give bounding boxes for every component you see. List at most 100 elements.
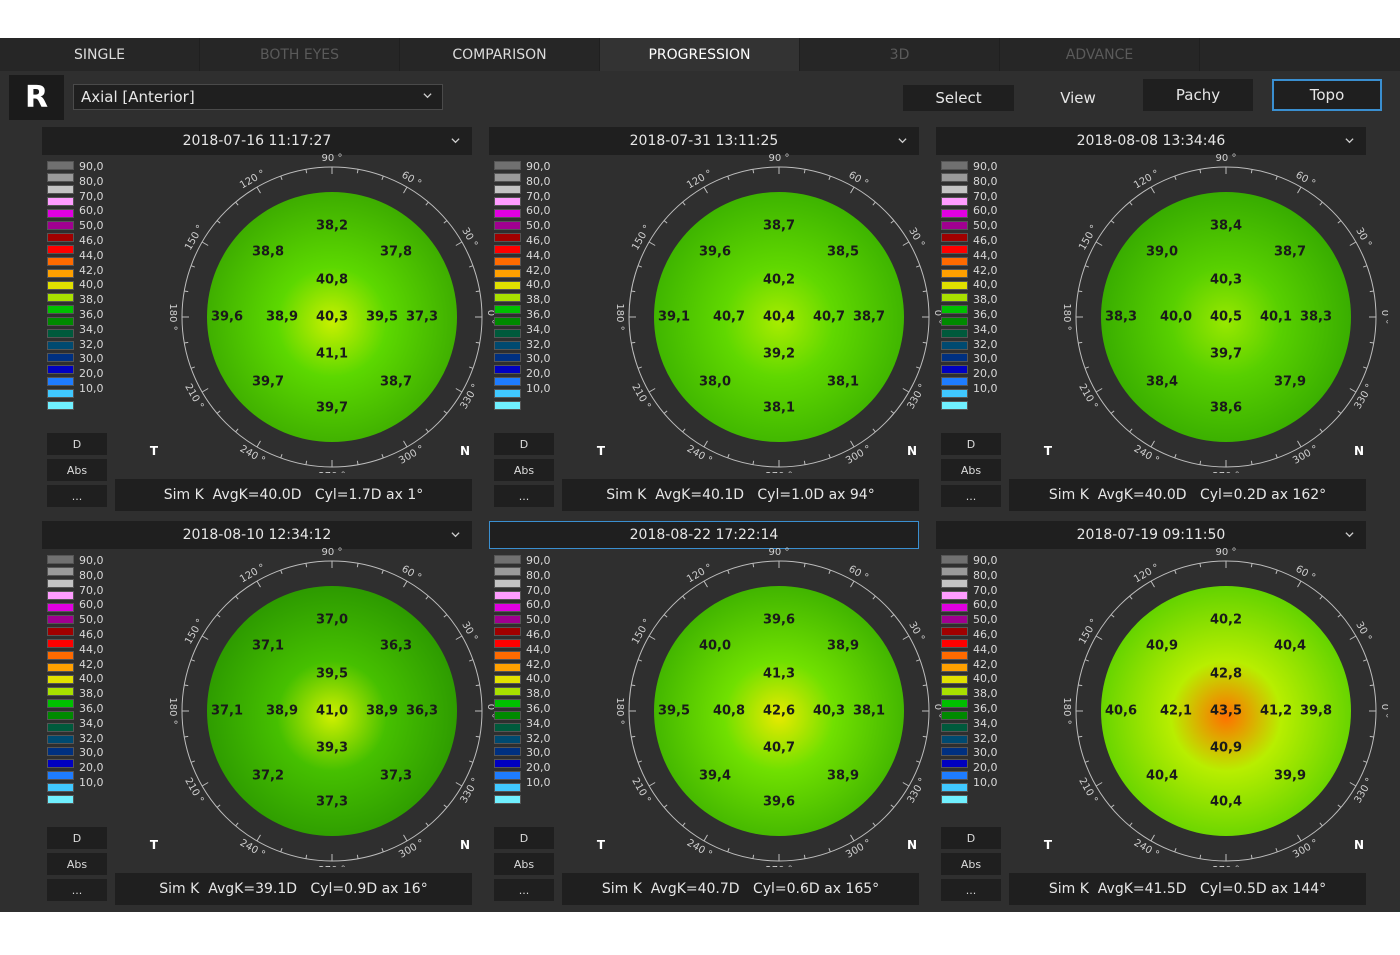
scale-label: 44,0 [79, 248, 104, 262]
scale-swatch [47, 317, 74, 326]
map-panel: 2018-08-22 17:22:14 90,0 80,0 70,0 60,0 50,0 4… [489, 521, 941, 907]
axis-degree-label: 90 ° [1216, 547, 1237, 558]
axis-degree-label: 240 ° [238, 838, 267, 861]
d-button[interactable]: D [494, 433, 554, 455]
exam-date-dropdown[interactable]: 2018-08-08 13:34:46 [936, 127, 1366, 155]
d-button[interactable]: D [47, 433, 107, 455]
exam-date: 2018-08-22 17:22:14 [629, 527, 779, 543]
d-button[interactable]: D [941, 433, 1001, 455]
curvature-value: 39,6 [763, 613, 795, 628]
exam-date-dropdown[interactable]: 2018-07-19 09:11:50 [936, 521, 1366, 549]
scale-label: 80,0 [526, 568, 551, 582]
tab-comparison[interactable]: COMPARISON [400, 38, 600, 71]
eye-indicator: R [9, 75, 64, 120]
scale-swatch [47, 209, 74, 218]
abs-button[interactable]: Abs [47, 459, 107, 481]
scale-label: 34,0 [973, 322, 998, 336]
more-button[interactable]: ... [941, 879, 1001, 901]
corneal-map: 90 ° 60 ° 30 ° 0 ° 330 ° 300 ° 270 ° 240 ° 210 °… [150, 153, 494, 473]
curvature-value: 40,6 [1105, 704, 1137, 719]
scale-label: 34,0 [526, 322, 551, 336]
curvature-value: 38,1 [853, 704, 885, 719]
axis-degree-label: 210 ° [182, 382, 205, 411]
abs-button[interactable]: Abs [494, 853, 554, 875]
more-button[interactable]: ... [47, 485, 107, 507]
scale-label: 44,0 [79, 642, 104, 656]
scale-label: 46,0 [973, 234, 998, 247]
color-scale: 90,0 80,0 70,0 60,0 50,0 46,0 44,0 42,0 40,0 38,0… [941, 161, 1031, 421]
select-button[interactable]: Select [903, 85, 1014, 111]
curvature-map-disc [654, 586, 904, 836]
topography-app: SINGLE BOTH EYES COMPARISON PROGRESSION … [0, 38, 1400, 912]
curvature-value: 37,1 [211, 704, 243, 719]
d-button[interactable]: D [494, 827, 554, 849]
scale-swatch [494, 723, 521, 732]
curvature-value: 40,4 [1210, 795, 1242, 810]
axis-degree-label: 30 ° [1353, 620, 1373, 644]
scale-swatch [494, 567, 521, 576]
curvature-map-disc [1101, 586, 1351, 836]
axis-degree-label: 210 ° [182, 776, 205, 805]
curvature-value: 40,2 [763, 273, 795, 288]
curvature-value: 36,3 [380, 639, 412, 654]
axis-degree-label: 90 ° [769, 153, 790, 164]
axis-degree-label: 240 ° [1132, 444, 1161, 467]
axis-degree-label: 150 ° [630, 617, 653, 646]
axis-degree-label: 240 ° [1132, 838, 1161, 861]
abs-button[interactable]: Abs [494, 459, 554, 481]
exam-date-dropdown[interactable]: 2018-07-16 11:17:27 [42, 127, 472, 155]
curvature-value: 37,3 [316, 795, 348, 810]
axis-degree-label: 120 ° [1132, 168, 1161, 191]
pachy-button[interactable]: Pachy [1143, 79, 1253, 111]
axis-degree-label: 300 ° [397, 444, 426, 467]
scale-swatch [47, 305, 74, 314]
more-button[interactable]: ... [941, 485, 1001, 507]
scale-swatch [47, 377, 74, 386]
d-button[interactable]: D [47, 827, 107, 849]
scale-label: 20,0 [79, 367, 104, 381]
abs-button[interactable]: Abs [47, 853, 107, 875]
abs-button[interactable]: Abs [941, 459, 1001, 481]
curvature-map-disc [654, 192, 904, 442]
more-button[interactable]: ... [494, 485, 554, 507]
exam-date-dropdown[interactable]: 2018-08-22 17:22:14 [489, 521, 919, 549]
curvature-value: 38,9 [827, 639, 859, 654]
scale-swatch [47, 759, 74, 768]
d-button[interactable]: D [941, 827, 1001, 849]
scale-swatch [494, 185, 521, 194]
chevron-down-icon [451, 138, 460, 144]
scale-label: 80,0 [973, 568, 998, 582]
scale-label: 36,0 [526, 702, 551, 715]
tab-single[interactable]: SINGLE [0, 38, 200, 71]
curvature-value: 39,5 [366, 310, 398, 325]
color-scale: 90,0 80,0 70,0 60,0 50,0 46,0 44,0 42,0 40,0 38,0… [494, 161, 584, 421]
abs-button[interactable]: Abs [941, 853, 1001, 875]
curvature-map-disc [207, 192, 457, 442]
curvature-value: 39,5 [316, 667, 348, 682]
scale-swatch [941, 639, 968, 648]
nasal-label: N [907, 838, 917, 852]
axis-degree-label: 60 ° [399, 564, 423, 584]
simk-readout: Sim K AvgK=41.5D Cyl=0.5D ax 144° [1009, 873, 1366, 905]
tab-progression[interactable]: PROGRESSION [600, 38, 800, 71]
scale-label: 40,0 [79, 672, 104, 686]
exam-date-dropdown[interactable]: 2018-08-10 12:34:12 [42, 521, 472, 549]
axis-degree-label: 270 ° [318, 471, 345, 473]
scale-swatch [47, 269, 74, 278]
curvature-value: 38,9 [827, 769, 859, 784]
scale-swatch [941, 711, 968, 720]
scale-swatch [941, 197, 968, 206]
map-type-dropdown[interactable]: Axial [Anterior] [73, 84, 443, 110]
more-button[interactable]: ... [494, 879, 554, 901]
axis-degree-label: 270 ° [765, 865, 792, 867]
toolbar: R Axial [Anterior] Select View Pachy Top… [0, 71, 1400, 123]
curvature-value: 40,0 [699, 639, 731, 654]
scale-swatch [941, 305, 968, 314]
scale-swatch [47, 293, 74, 302]
axis-degree-label: 90 ° [1216, 153, 1237, 164]
more-button[interactable]: ... [47, 879, 107, 901]
topo-button[interactable]: Topo [1272, 79, 1382, 111]
view-button[interactable]: View [1060, 89, 1096, 107]
exam-date-dropdown[interactable]: 2018-07-31 13:11:25 [489, 127, 919, 155]
scale-swatch [941, 185, 968, 194]
